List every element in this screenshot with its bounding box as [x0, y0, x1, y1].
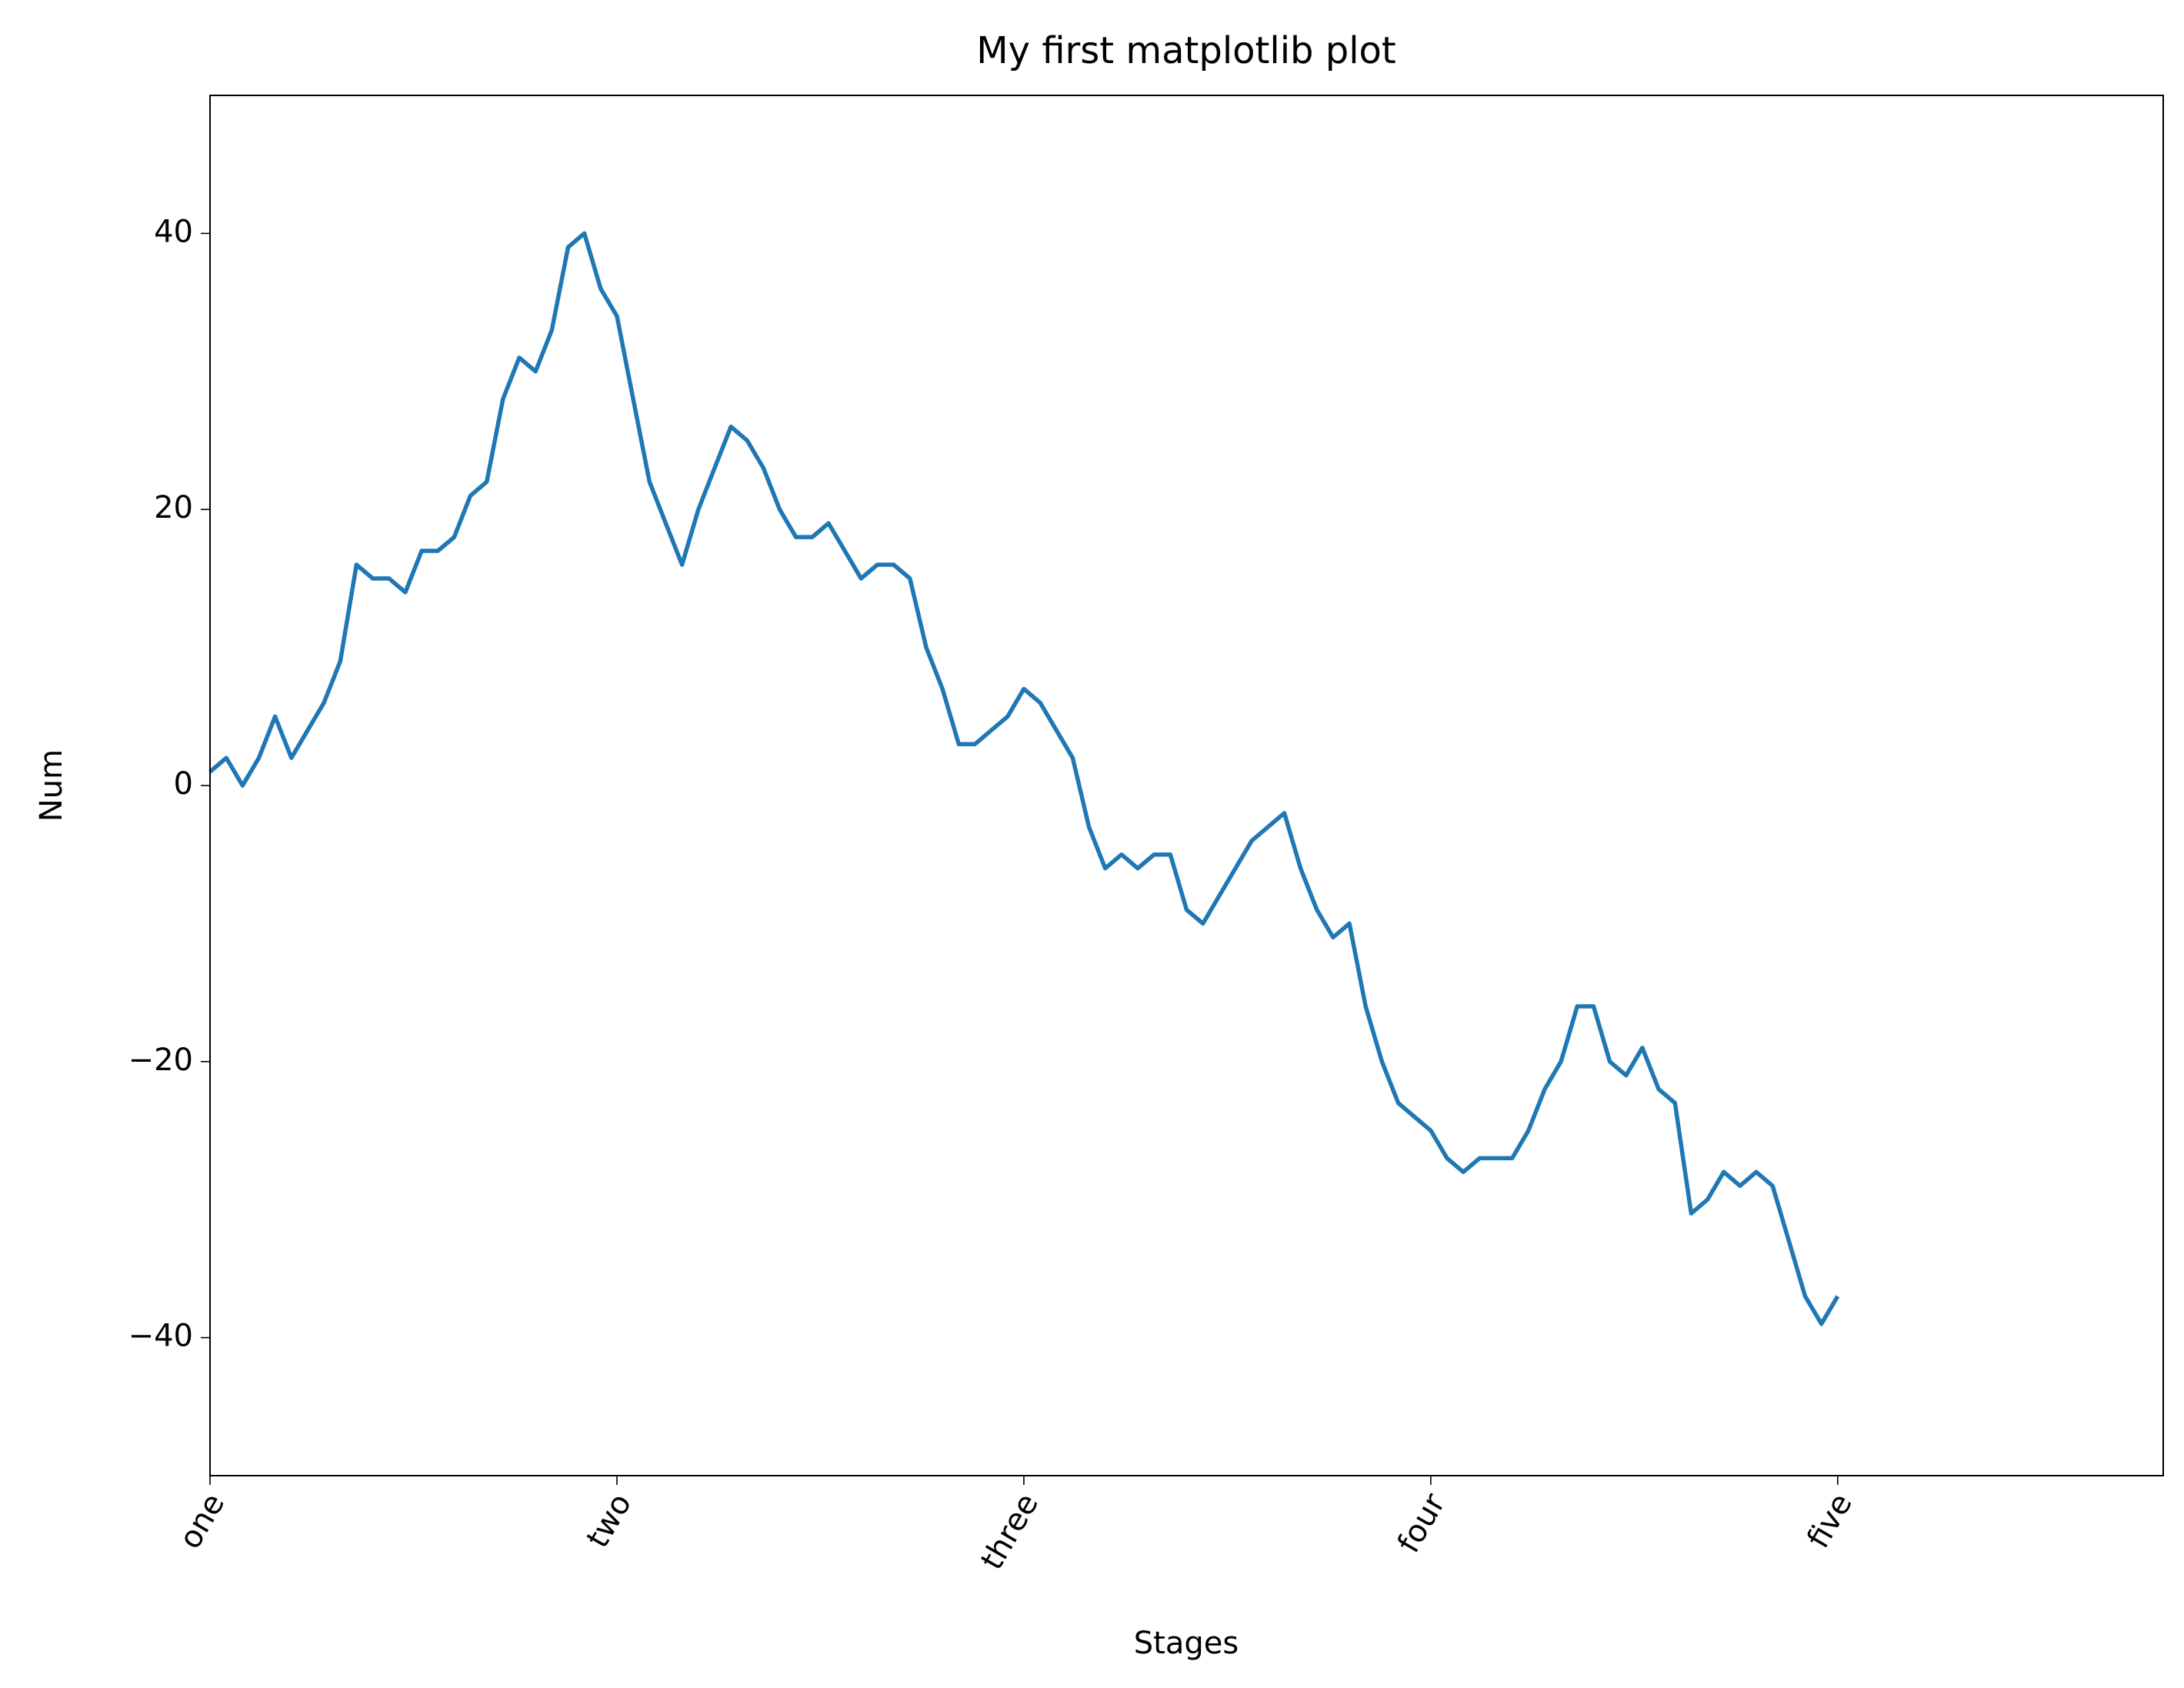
y-tick-label: 40: [154, 214, 193, 249]
y-tick-label: −40: [128, 1319, 193, 1354]
x-axis-label: Stages: [1134, 1626, 1239, 1661]
y-tick-label: −20: [128, 1042, 193, 1078]
x-tick-label: five: [1800, 1488, 1859, 1555]
x-tick-label: two: [580, 1488, 639, 1554]
plot-frame: [209, 95, 2164, 1476]
chart-title: My first matplotlib plot: [976, 29, 1396, 72]
y-tick-label: 0: [174, 766, 193, 802]
data-line: [208, 231, 1840, 1326]
y-axis-label: Num: [34, 749, 69, 822]
x-tick-label: three: [974, 1488, 1045, 1576]
x-tick-label: four: [1391, 1487, 1452, 1559]
y-tick-label: 20: [154, 490, 193, 525]
x-tick-label: one: [172, 1488, 232, 1555]
